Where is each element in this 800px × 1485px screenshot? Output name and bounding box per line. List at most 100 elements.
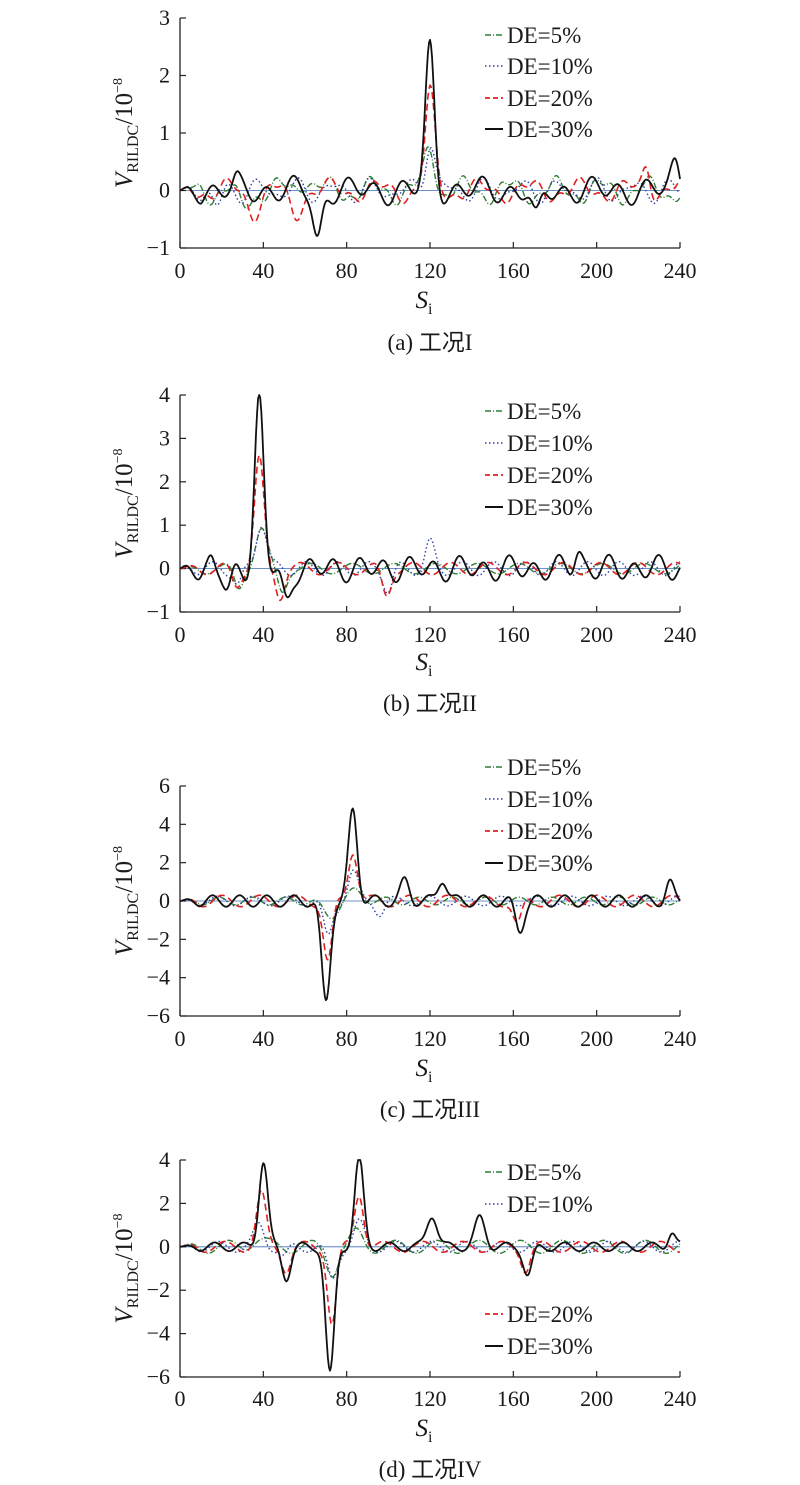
series-line-de20 <box>180 84 681 223</box>
x-tick-label: 0 <box>175 258 186 283</box>
x-tick-label: 120 <box>414 622 447 647</box>
legend-entry: DE=30% <box>485 1334 593 1359</box>
x-tick-label: 40 <box>252 1026 274 1051</box>
x-tick-label: 120 <box>414 1386 447 1411</box>
x-axis-title: Si <box>416 1415 434 1446</box>
legend-label: DE=20% <box>507 1302 593 1327</box>
x-axis-title: Si <box>416 1055 434 1086</box>
series-line-de20 <box>180 1189 681 1326</box>
x-tick-label: 160 <box>497 258 530 283</box>
legend-entry: DE=20% <box>485 86 593 111</box>
x-tick-label: 200 <box>580 1386 613 1411</box>
legend-label: DE=10% <box>507 787 593 812</box>
chart-panel-2: 0 40 80 120 160 200 240−101234VRILDC/10−8Si(b)… <box>111 382 697 716</box>
x-axis-title: Si <box>416 287 434 318</box>
x-tick-label: 200 <box>580 1026 613 1051</box>
y-tick-label: 4 <box>159 811 170 836</box>
x-tick-label: 200 <box>580 622 613 647</box>
legend-entry: DE=20% <box>485 463 593 488</box>
y-tick-label: −1 <box>147 599 170 624</box>
y-tick-label: −6 <box>147 1003 170 1028</box>
y-tick-label: 2 <box>159 850 170 875</box>
panel-caption: (a) 工况I <box>388 330 473 355</box>
legend-entry: DE=30% <box>485 117 593 142</box>
y-tick-label: 0 <box>159 556 170 581</box>
x-tick-label: 40 <box>252 622 274 647</box>
series-line-de10 <box>180 526 681 595</box>
x-tick-label: 240 <box>664 258 697 283</box>
legend-entry: DE=10% <box>485 54 593 79</box>
y-tick-label: 4 <box>159 1147 170 1172</box>
legend-label: DE=5% <box>507 23 581 48</box>
chart-panel-4: 0 40 80 120 160 200 240 −6 −4 −2 0 2 4 VRILDC/10−8 Si (… <box>111 1147 697 1482</box>
series-line-de5 <box>180 1227 681 1278</box>
y-tick-label: 3 <box>159 5 170 30</box>
series-line-de20 <box>180 854 681 961</box>
y-tick-label: 6 <box>159 773 170 798</box>
series-line-de30 <box>180 394 681 599</box>
series-line-de5 <box>180 887 681 920</box>
legend-entry: DE=10% <box>485 431 593 456</box>
series-line-de5 <box>180 146 681 210</box>
x-tick-label: 240 <box>664 622 697 647</box>
x-axis-title: Si <box>416 649 434 680</box>
x-tick-label: 80 <box>336 1026 358 1051</box>
legend-label: DE=30% <box>507 495 593 520</box>
series-line-de10 <box>180 147 681 206</box>
y-tick-label: −4 <box>147 1321 170 1346</box>
y-tick-label: 4 <box>159 382 170 407</box>
y-tick-label: 2 <box>159 1190 170 1215</box>
legend-label: DE=10% <box>507 431 593 456</box>
x-tick-label: 80 <box>336 258 358 283</box>
x-tick-label: 160 <box>497 622 530 647</box>
x-tick-label: 120 <box>414 258 447 283</box>
y-axis-title: VRILDC/10−8 <box>111 1213 142 1323</box>
legend-entry: DE=5% <box>485 23 581 48</box>
legend-label: DE=20% <box>507 463 593 488</box>
x-tick-label: 240 <box>664 1026 697 1051</box>
legend-label: DE=20% <box>507 819 593 844</box>
y-tick-label: 1 <box>159 120 170 145</box>
legend-label: DE=20% <box>507 86 593 111</box>
y-axis-title: VRILDC/10−8 <box>111 448 142 558</box>
series-line-de30 <box>180 807 681 1002</box>
legend-entry: DE=10% <box>485 787 593 812</box>
y-tick-label: −4 <box>147 965 170 990</box>
legend-label: DE=30% <box>507 851 593 876</box>
x-tick-label: 40 <box>252 258 274 283</box>
legend-entry: DE=20% <box>485 1302 593 1327</box>
x-tick-label: 160 <box>497 1026 530 1051</box>
legend-label: DE=30% <box>507 117 593 142</box>
legend-entry: DE=5% <box>485 755 581 780</box>
legend-entry: DE=5% <box>485 1160 581 1185</box>
legend-entry: DE=30% <box>485 495 593 520</box>
x-tick-label: 120 <box>414 1026 447 1051</box>
x-tick-label: 200 <box>580 258 613 283</box>
legend-label: DE=30% <box>507 1334 593 1359</box>
series-line-de30 <box>180 38 681 237</box>
panel-caption: (d) 工况IV <box>379 1457 482 1482</box>
chart-panel-1: 0 40 80 120 160 200 240−10123VRILDC/10−8Si(a) … <box>111 5 697 355</box>
x-tick-label: 0 <box>175 622 186 647</box>
series-line-de20 <box>180 454 681 602</box>
y-tick-label: −6 <box>147 1364 170 1389</box>
y-tick-label: 0 <box>159 1234 170 1259</box>
x-tick-label: 40 <box>252 1386 274 1411</box>
x-tick-label: 0 <box>175 1026 186 1051</box>
x-tick-label: 240 <box>664 1386 697 1411</box>
legend-entry: DE=30% <box>485 851 593 876</box>
legend-label: DE=5% <box>507 755 581 780</box>
x-tick-label: 0 <box>175 1386 186 1411</box>
x-tick-label: 80 <box>336 622 358 647</box>
legend-entry: DE=5% <box>485 399 581 424</box>
y-axis-title: VRILDC/10−8 <box>111 78 142 188</box>
x-tick-label: 80 <box>336 1386 358 1411</box>
legend-entry: DE=20% <box>485 819 593 844</box>
y-tick-label: 3 <box>159 425 170 450</box>
y-tick-label: 2 <box>159 469 170 494</box>
panel-caption: (c) 工况III <box>380 1097 480 1122</box>
y-tick-label: −2 <box>147 1277 170 1302</box>
chart-panel-3: 0 40 80 120 160 200 240 −6 −4 −2 0 2 4 6 VRILDC/10−8 Si… <box>111 755 697 1122</box>
y-tick-label: −1 <box>147 235 170 260</box>
